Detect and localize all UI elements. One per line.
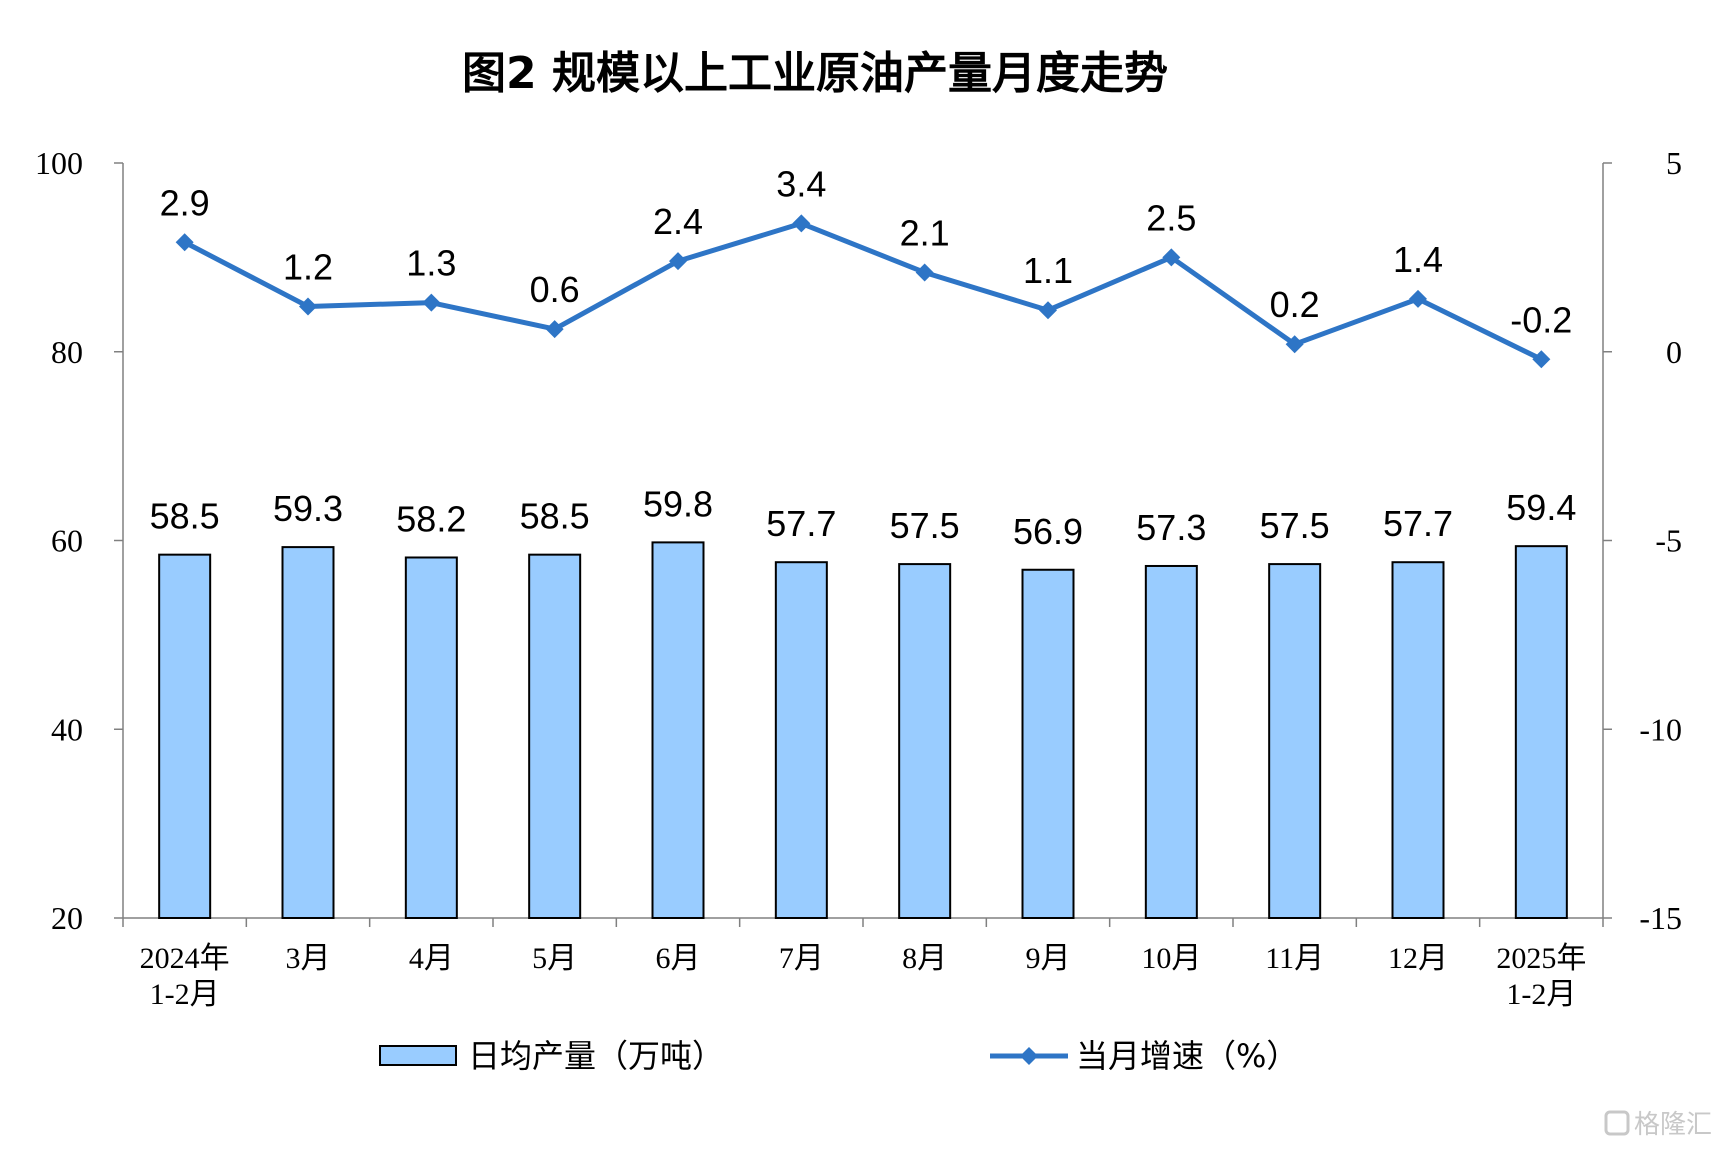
line-point-marker <box>915 263 934 282</box>
bar <box>158 553 212 919</box>
bar-data-label: 59.3 <box>273 488 343 529</box>
x-tick-label: 6月 <box>656 942 701 975</box>
bar-data-label: 58.5 <box>520 496 590 537</box>
growth-rate-line <box>183 220 1543 362</box>
line-point-marker <box>669 252 687 271</box>
line-data-label: 1.1 <box>1023 250 1073 291</box>
bar <box>1391 561 1445 919</box>
bar-data-label: 57.5 <box>890 505 960 546</box>
line-data-label: 3.4 <box>776 163 826 204</box>
bars-group: 58.5 59.3 58.2 58.5 59.8 57.7 57.5 56.9 57.3 57.5… <box>150 483 1576 919</box>
x-tick-label: 1-2月 <box>150 978 220 1011</box>
line-data-label: 1.3 <box>406 243 456 284</box>
bar-data-label: 57.7 <box>1383 503 1453 544</box>
bar-data-label: 56.9 <box>1013 511 1083 552</box>
x-tick-label: 2024年 <box>140 942 230 975</box>
left-y-tick-label: 40 <box>51 711 83 747</box>
right-y-tick-label: -15 <box>1639 900 1682 936</box>
bar-data-label: 57.5 <box>1260 505 1330 546</box>
line-point-marker <box>1162 248 1181 267</box>
bar <box>898 563 952 919</box>
legend-line-marker <box>1020 1047 1038 1065</box>
line-data-label: 0.6 <box>530 269 580 310</box>
line-point-marker <box>1285 335 1304 354</box>
watermark: 格隆汇 <box>1604 1110 1712 1140</box>
bar <box>404 556 458 919</box>
x-tick-label: 4月 <box>409 942 454 975</box>
x-tick-label: 11月 <box>1265 942 1324 975</box>
bar-data-label: 59.4 <box>1506 487 1576 528</box>
bar <box>774 561 828 919</box>
line-series-group: 2.9 1.2 1.3 0.6 2.4 3.4 2.1 1.1 2.5 0.2 1.4 -0.2 <box>160 163 1572 369</box>
x-tick-label: 2025年 <box>1496 942 1586 975</box>
left-y-tick-label: 100 <box>35 145 83 181</box>
line-point-marker <box>175 233 194 252</box>
right-y-tick-label: 5 <box>1666 145 1682 181</box>
line-point-marker <box>1532 350 1551 369</box>
bar <box>528 553 582 919</box>
watermark-text: 格隆汇 <box>1634 1110 1712 1140</box>
left-y-tick-label: 20 <box>51 900 83 936</box>
right-y-tick-label: -5 <box>1655 523 1682 559</box>
right-y-tick-label: 0 <box>1666 334 1682 370</box>
line-point-marker <box>1039 301 1057 320</box>
bar <box>1514 545 1568 919</box>
line-data-label: 2.5 <box>1146 197 1196 238</box>
bar-data-label: 58.2 <box>396 498 466 539</box>
watermark-logo-icon <box>1604 1110 1630 1136</box>
line-data-label: 2.4 <box>653 201 703 242</box>
bar-data-label: 58.5 <box>150 496 220 537</box>
x-tick-label: 9月 <box>1026 942 1071 975</box>
line-data-label: 2.1 <box>900 212 950 253</box>
x-tick-label: 10月 <box>1141 942 1201 975</box>
line-data-label: -0.2 <box>1510 299 1572 340</box>
bar-data-label: 57.7 <box>766 503 836 544</box>
legend-bar-swatch <box>379 1045 457 1066</box>
line-data-label: 1.2 <box>283 246 333 287</box>
legend: 日均产量（万吨） 当月增速（%） <box>379 1037 1298 1075</box>
bar <box>651 541 705 919</box>
line-data-label: 2.9 <box>160 182 210 223</box>
line-data-label: 0.2 <box>1270 284 1320 325</box>
left-y-tick-label: 80 <box>51 334 83 370</box>
x-tick-label: 7月 <box>779 942 824 975</box>
left-y-tick-label: 60 <box>51 523 83 559</box>
bar <box>1268 563 1322 919</box>
right-y-tick-label: -10 <box>1639 711 1682 747</box>
legend-bar-label: 日均产量（万吨） <box>468 1037 724 1075</box>
line-point-marker <box>299 297 317 316</box>
bar <box>281 546 335 919</box>
x-tick-label: 1-2月 <box>1506 978 1576 1011</box>
x-tick-label: 5月 <box>532 942 577 975</box>
bar <box>1144 564 1198 919</box>
x-tick-label: 12月 <box>1388 942 1448 975</box>
line-point-marker <box>1409 289 1427 308</box>
x-tick-label: 8月 <box>902 942 947 975</box>
legend-line-label: 当月增速（%） <box>1076 1037 1298 1075</box>
line-point-marker <box>792 214 811 233</box>
bar <box>1021 568 1075 919</box>
bar-data-label: 57.3 <box>1136 507 1206 548</box>
bar-data-label: 59.8 <box>643 483 713 524</box>
line-data-label: 1.4 <box>1393 239 1443 280</box>
chart-title: 图2 规模以上工业原油产量月度走势 <box>462 48 1168 99</box>
x-tick-label: 3月 <box>286 942 331 975</box>
line-point-marker <box>545 320 564 339</box>
line-point-marker <box>422 293 441 312</box>
